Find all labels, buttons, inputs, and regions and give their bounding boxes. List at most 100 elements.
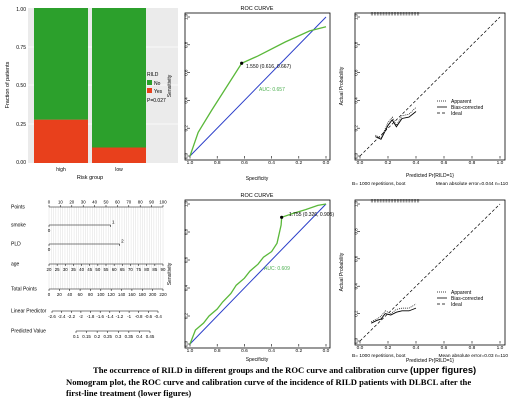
calib-bottom-ytick-label: 0.6 <box>354 255 359 262</box>
roc-bottom-point-label: 1.755 (0.326, 0.905) <box>289 212 334 218</box>
roc-top-xtick-label: 0.6 <box>241 160 248 166</box>
calib-top-bias-corrected-line <box>375 111 417 140</box>
total-points-tick-label: 220 <box>159 292 167 297</box>
points-tick-label: 50 <box>104 200 109 205</box>
total-points-tick-label: 180 <box>139 292 147 297</box>
roc-top-xlabel: Specificity <box>246 176 269 182</box>
linear-predictor-tick-label: -0.8 <box>135 314 143 319</box>
predicted-value-tick-label: 0.1 <box>73 334 80 339</box>
calib-bottom-ylabel: Actual Probability <box>339 252 345 291</box>
calib-top-ytick-label: 1.0 <box>354 13 359 20</box>
calib-top-ytick-label: 0.6 <box>354 69 359 76</box>
age-tick-label: 50 <box>95 267 100 272</box>
age-tick-label: 90 <box>161 267 166 272</box>
points-tick-label: 0 <box>48 200 51 205</box>
bar-ytick: 0.00 <box>16 160 26 166</box>
linear-predictor-tick-label: -0.6 <box>145 314 153 319</box>
age-tick-label: 20 <box>47 267 52 272</box>
predicted-value-tick-label: 0.25 <box>103 334 112 339</box>
roc-bottom-xtick-label: 1.0 <box>187 348 194 354</box>
roc-bottom-ytick-label: 1.0 <box>184 200 189 207</box>
calib-bottom-ytick-label: 0.0 <box>354 337 359 344</box>
total-points-tick-label: 120 <box>108 292 116 297</box>
predicted-value-tick-label: 0.4 <box>136 334 143 339</box>
roc-top-xtick-label: 0.0 <box>323 160 330 166</box>
calib-bottom-panel: Actual Probability Predicted Pr{RILD=1} … <box>339 199 508 364</box>
roc-bottom-ytick-label: 0.8 <box>184 228 189 235</box>
age-tick-label: 45 <box>87 267 92 272</box>
age-tick-label: 85 <box>152 267 157 272</box>
calib-top-ytick-label: 0.0 <box>354 152 359 159</box>
calib-top-footer-left: B= 1000 repetitions, boot <box>352 181 406 187</box>
linear-predictor-tick-label: -2 <box>79 314 83 319</box>
age-tick-label: 75 <box>136 267 141 272</box>
smoke-tick-label: 0 <box>48 228 51 233</box>
calib-top-xtick-label: 0.0 <box>357 160 364 166</box>
legend-label-no: No <box>154 81 161 87</box>
linear-predictor-tick-label: -1.8 <box>87 314 95 319</box>
roc-bottom-xtick-label: 0.8 <box>214 348 221 354</box>
calib-bottom-xtick-label: 0.6 <box>441 345 448 351</box>
roc-top-ytick-label: 0.6 <box>184 69 189 76</box>
age-tick-label: 80 <box>144 267 149 272</box>
points-tick-label: 40 <box>92 200 97 205</box>
calib-bottom-ytick-label: 0.4 <box>354 283 359 290</box>
legend-label-ideal: Ideal <box>451 302 462 308</box>
calib-top-xtick-label: 0.2 <box>385 160 392 166</box>
bar-ytick: 0.25 <box>16 122 26 128</box>
nomogram-row-label: Linear Predictor <box>11 309 47 315</box>
age-tick-label: 60 <box>112 267 117 272</box>
roc-top-ytick-label: 1.0 <box>184 13 189 20</box>
total-points-tick-label: 140 <box>118 292 126 297</box>
linear-predictor-tick-label: -1.2 <box>116 314 124 319</box>
nomogram-row-label: Predicted Value <box>11 329 46 335</box>
calib-bottom-legend: Apparent Bias-corrected Ideal <box>437 290 483 308</box>
legend-swatch-yes <box>147 88 152 93</box>
points-tick-label: 10 <box>58 200 63 205</box>
legend-label-ideal: Ideal <box>451 111 462 117</box>
roc-top-xtick-label: 0.4 <box>268 160 275 166</box>
calib-top-ylabel: Actual Probability <box>339 66 345 105</box>
linear-predictor-tick-label: -0.4 <box>154 314 162 319</box>
calib-top-xtick-label: 0.4 <box>413 160 420 166</box>
caption-line-2: Nomogram plot, the ROC curve and calibra… <box>66 377 472 387</box>
points-tick-label: 20 <box>69 200 74 205</box>
predicted-value-tick-label: 0.2 <box>94 334 101 339</box>
calib-bottom-footer-left: B= 1000 repetitions, boot <box>352 353 406 359</box>
roc-top-xtick-label: 1.0 <box>187 160 194 166</box>
roc-top-ytick-label: 0.8 <box>184 41 189 48</box>
calib-bottom-ideal-line <box>359 203 501 342</box>
roc-top-diagonal <box>189 16 327 157</box>
roc-top-ytick-label: 0.2 <box>184 125 189 132</box>
age-tick-label: 55 <box>104 267 109 272</box>
calib-top-panel: Actual Probability Predicted Pr{RILD=1} … <box>339 12 508 187</box>
roc-top-xtick-label: 0.2 <box>295 160 302 166</box>
roc-bottom-diagonal <box>189 203 327 345</box>
total-points-tick-label: 0 <box>48 292 51 297</box>
points-tick-label: 100 <box>159 200 167 205</box>
calib-top-xtick-label: 0.6 <box>441 160 448 166</box>
bar-ytick: 0.75 <box>16 45 26 51</box>
bar-xtick: high <box>56 167 66 173</box>
points-tick-label: 30 <box>81 200 86 205</box>
stacked-bar-panel: 1.00 0.75 0.50 0.25 0.00 high low Risk g… <box>5 7 178 181</box>
pld-tick-label: 0 <box>48 247 51 252</box>
legend-swatch-no <box>147 80 152 85</box>
bar-xtick: low <box>115 167 123 173</box>
total-points-tick-label: 80 <box>88 292 93 297</box>
nomogram-row-label: Total Points <box>11 287 37 293</box>
calib-bottom-ytick-label: 0.2 <box>354 310 359 317</box>
roc-bottom-ytick-label: 0.0 <box>184 340 189 347</box>
roc-top-ylabel: Sensitivity <box>167 74 173 97</box>
calib-top-ytick-label: 0.8 <box>354 41 359 48</box>
bar-ylabel: Fraction of patients <box>5 61 11 108</box>
predicted-value-tick-label: 0.3 <box>115 334 122 339</box>
total-points-tick-label: 100 <box>97 292 105 297</box>
caption-line-3: first-line treatment (lower figures) <box>66 388 192 398</box>
legend-label-bias: Bias-corrected <box>451 296 483 302</box>
pld-tick-label: 2 <box>121 239 124 244</box>
calib-top-xtick-label: 0.8 <box>469 160 476 166</box>
calib-bottom-ytick-label: 1.0 <box>354 200 359 207</box>
points-tick-label: 70 <box>126 200 131 205</box>
